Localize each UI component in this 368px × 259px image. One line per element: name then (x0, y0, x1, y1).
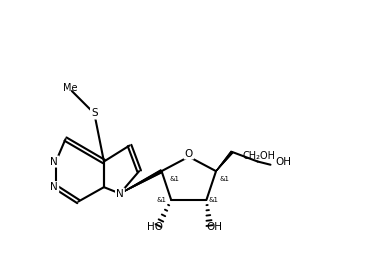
Text: &1: &1 (208, 197, 218, 203)
Text: CH₂OH: CH₂OH (243, 151, 276, 161)
Text: OH: OH (275, 156, 291, 167)
Text: N: N (50, 182, 58, 192)
Text: Me: Me (63, 83, 78, 93)
Text: N: N (50, 156, 58, 167)
Text: S: S (91, 109, 98, 118)
Text: HO: HO (147, 222, 163, 232)
Text: OH: OH (206, 222, 222, 232)
Text: O: O (185, 148, 193, 159)
Text: N: N (116, 189, 124, 199)
Text: &1: &1 (156, 197, 166, 203)
Text: &1: &1 (170, 176, 180, 182)
Text: &1: &1 (219, 176, 229, 182)
